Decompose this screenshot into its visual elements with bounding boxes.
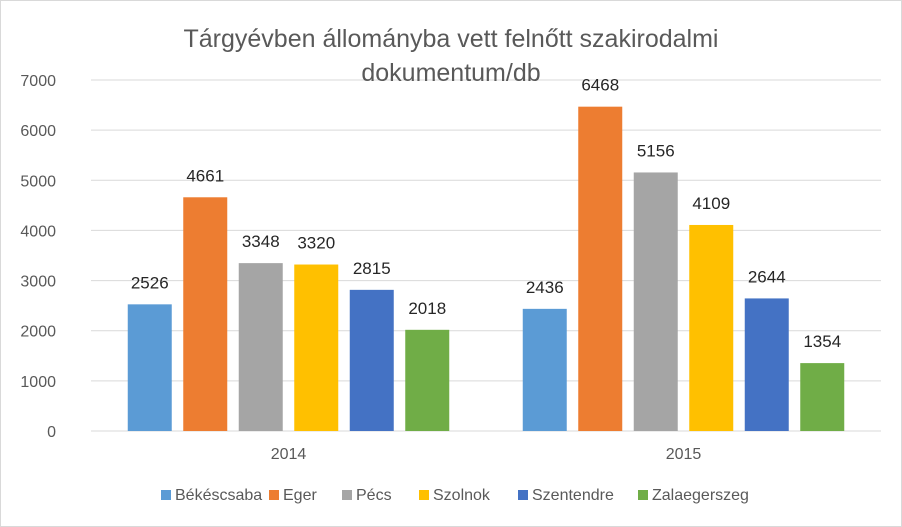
bar-szentendre-2014 — [349, 289, 394, 431]
y-tick-label: 0 — [47, 424, 56, 441]
data-label: 1354 — [803, 332, 841, 351]
data-label: 2644 — [748, 267, 786, 286]
y-axis-ticks: 0 1000 2000 3000 4000 5000 6000 7000 — [20, 73, 56, 441]
legend-swatch — [419, 490, 429, 500]
bars — [127, 106, 845, 432]
legend-swatch — [269, 490, 279, 500]
x-axis-categories: 2014 2015 — [271, 446, 702, 463]
bar-pécs-2014 — [238, 263, 283, 431]
legend-entry: Szentendre — [532, 487, 614, 504]
bar-eger-2014 — [183, 197, 228, 431]
bar-zalaegerszeg-2014 — [405, 329, 450, 431]
bar-eger-2015 — [578, 106, 623, 432]
bar-zalaegerszeg-2015 — [800, 363, 845, 431]
data-labels: 2526 4661 3348 3320 2815 2018 2436 6468 5156 4109… — [131, 76, 841, 351]
data-label: 5156 — [637, 141, 675, 160]
chart-title-line-2: dokumentum/db — [361, 59, 540, 87]
chart-title-line-1: Tárgyévben állományba vett felnőtt szaki… — [184, 25, 719, 53]
y-tick-label: 7000 — [20, 73, 56, 90]
x-category-label: 2014 — [271, 446, 307, 463]
y-tick-label: 5000 — [20, 173, 56, 190]
data-label: 3320 — [297, 234, 335, 253]
chart-title: Tárgyévben állományba vett felnőtt szaki… — [184, 25, 719, 87]
y-tick-label: 2000 — [20, 324, 56, 341]
bar-békéscsaba-2014 — [127, 304, 172, 431]
legend-swatch — [161, 490, 171, 500]
legend-entry: Eger — [283, 487, 317, 504]
data-label: 4661 — [186, 166, 224, 185]
y-tick-label: 1000 — [20, 374, 56, 391]
legend-entry: Pécs — [356, 487, 392, 504]
legend-swatch — [638, 490, 648, 500]
bar-pécs-2015 — [633, 172, 678, 431]
bar-békéscsaba-2015 — [522, 308, 567, 431]
legend: Békéscsaba Eger Pécs Szolnok Szentendre Zalae… — [161, 487, 749, 504]
x-category-label: 2015 — [666, 446, 702, 463]
data-label: 2436 — [526, 278, 564, 297]
data-label: 3348 — [242, 232, 280, 251]
y-tick-label: 3000 — [20, 274, 56, 291]
data-label: 2815 — [353, 259, 391, 278]
bar-szentendre-2015 — [744, 298, 789, 431]
data-label: 6468 — [581, 76, 619, 95]
bar-szolnok-2015 — [689, 224, 734, 431]
legend-entry: Békéscsaba — [175, 487, 262, 504]
data-label: 2018 — [408, 299, 446, 318]
legend-swatch — [342, 490, 352, 500]
legend-entry: Szolnok — [433, 487, 491, 504]
y-tick-label: 6000 — [20, 123, 56, 140]
legend-swatch — [518, 490, 528, 500]
legend-entry: Zalaegerszeg — [652, 487, 749, 504]
data-label: 2526 — [131, 273, 169, 292]
data-label: 4109 — [692, 194, 730, 213]
bar-szolnok-2014 — [294, 264, 339, 431]
y-tick-label: 4000 — [20, 223, 56, 240]
